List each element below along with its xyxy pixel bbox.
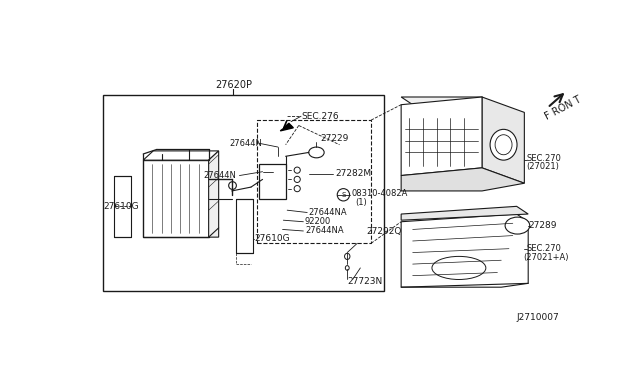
Ellipse shape <box>505 217 530 234</box>
Text: 27610G: 27610G <box>255 234 291 243</box>
Bar <box>259 164 285 199</box>
Text: 27282M: 27282M <box>336 170 372 179</box>
Text: SEC.276: SEC.276 <box>301 112 339 121</box>
Polygon shape <box>401 168 524 191</box>
Text: 08310-4082A: 08310-4082A <box>351 189 408 198</box>
Bar <box>114 176 131 237</box>
Ellipse shape <box>337 189 349 201</box>
Polygon shape <box>401 214 528 287</box>
Text: (1): (1) <box>355 198 367 207</box>
Text: 27644N: 27644N <box>204 171 236 180</box>
Polygon shape <box>143 151 219 160</box>
Ellipse shape <box>490 129 517 160</box>
Text: 27229: 27229 <box>320 134 349 143</box>
Polygon shape <box>401 97 482 176</box>
Text: 27289: 27289 <box>528 221 557 230</box>
Bar <box>257 120 371 243</box>
Text: S: S <box>341 192 346 198</box>
Polygon shape <box>401 206 528 220</box>
Text: 27644NA: 27644NA <box>305 227 344 235</box>
Text: 27620P: 27620P <box>215 80 252 90</box>
Text: SEC.270: SEC.270 <box>527 244 561 253</box>
Text: SEC.270: SEC.270 <box>527 154 561 163</box>
Polygon shape <box>209 151 219 237</box>
Text: (27021): (27021) <box>527 162 559 171</box>
Bar <box>236 199 253 253</box>
Text: 27292Q: 27292Q <box>367 227 402 236</box>
Text: 27723N: 27723N <box>348 277 383 286</box>
Bar <box>103 95 384 291</box>
Text: 27610G: 27610G <box>103 202 139 211</box>
Polygon shape <box>280 124 293 131</box>
Polygon shape <box>401 97 493 105</box>
Text: J2710007: J2710007 <box>516 314 559 323</box>
Text: 27644NA: 27644NA <box>308 208 348 217</box>
Text: F RON T: F RON T <box>543 94 583 122</box>
Text: (27021+A): (27021+A) <box>523 253 568 262</box>
Text: 92200: 92200 <box>305 217 331 226</box>
Text: 27644N: 27644N <box>230 139 262 148</box>
Bar <box>143 160 209 237</box>
Polygon shape <box>482 97 524 183</box>
